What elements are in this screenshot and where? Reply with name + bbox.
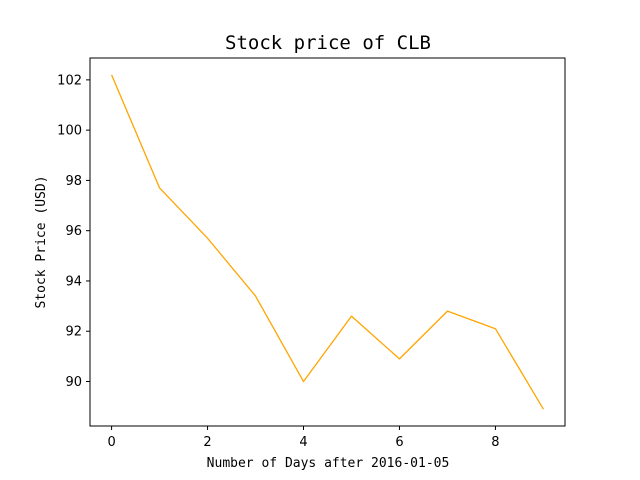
plot-area <box>112 75 544 409</box>
y-tick-label: 96 <box>65 224 82 239</box>
x-tick-label: 2 <box>203 435 211 450</box>
chart-title: Stock price of CLB <box>225 32 431 54</box>
y-axis: 90 92 94 96 98 100 102 <box>57 73 90 390</box>
x-tick-label: 8 <box>491 435 499 450</box>
y-tick-label: 98 <box>65 174 82 189</box>
y-tick-label: 92 <box>65 325 82 340</box>
plot-frame <box>90 58 565 426</box>
y-tick-label: 90 <box>65 375 82 390</box>
x-axis: 0 2 4 6 8 <box>107 426 499 450</box>
x-axis-label: Number of Days after 2016-01-05 <box>207 456 450 471</box>
x-tick-label: 6 <box>395 435 403 450</box>
y-tick-label: 94 <box>65 274 82 289</box>
x-tick-label: 0 <box>107 435 115 450</box>
y-tick-label: 100 <box>57 124 82 139</box>
y-axis-label: Stock Price (USD) <box>34 175 49 308</box>
series-line-0 <box>112 75 544 409</box>
y-tick-label: 102 <box>57 73 82 88</box>
x-tick-label: 4 <box>299 435 307 450</box>
